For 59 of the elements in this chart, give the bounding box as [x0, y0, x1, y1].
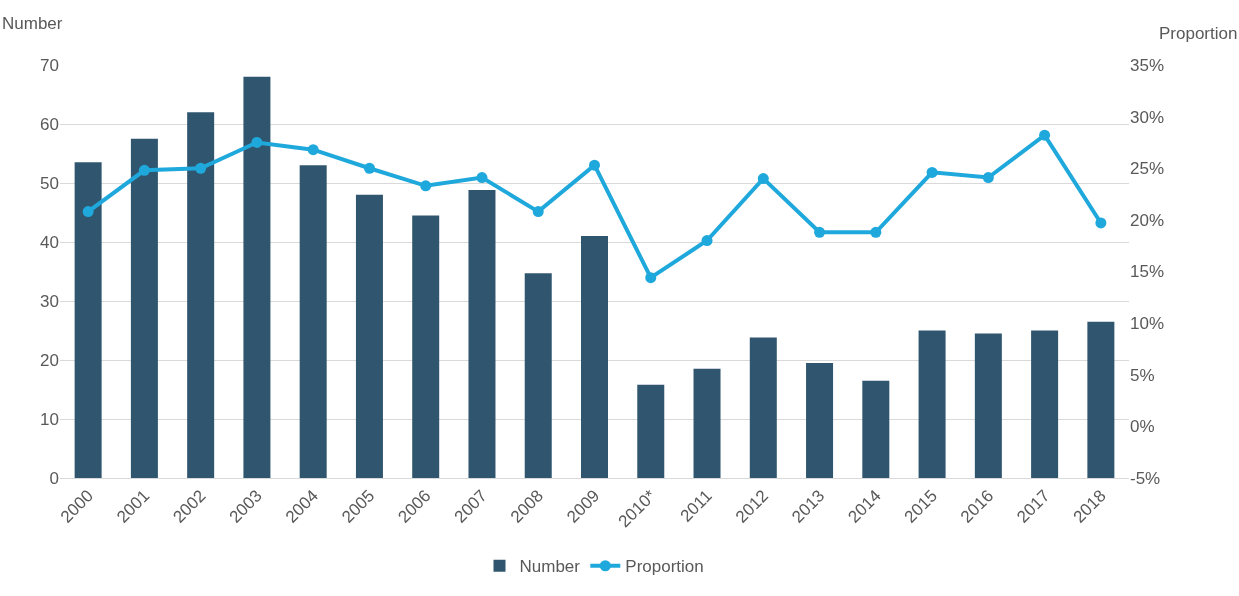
bar: [749, 337, 777, 478]
y2-tick-label: 5%: [1130, 365, 1155, 385]
bar: [412, 215, 440, 478]
y-tick-label: 60: [40, 114, 59, 134]
y-tick-label: 10: [40, 409, 59, 429]
point: [138, 164, 150, 176]
bar: [918, 330, 946, 478]
bar: [130, 138, 158, 478]
bar: [806, 362, 834, 478]
bar: [974, 333, 1002, 478]
y2-tick-label: 30%: [1130, 107, 1165, 127]
y-axis-title: Number: [2, 14, 63, 33]
point: [757, 173, 769, 185]
y-tick-label: 40: [40, 232, 59, 252]
point: [251, 136, 263, 148]
point: [701, 235, 713, 247]
point: [420, 180, 432, 192]
point: [307, 144, 319, 156]
y-tick-label: 20: [40, 350, 59, 370]
y2-tick-label: 15%: [1130, 262, 1165, 282]
y-tick-label: 50: [40, 173, 59, 193]
point: [476, 172, 488, 184]
y-tick-label: 30: [40, 291, 59, 311]
bar: [74, 162, 102, 478]
bar: [524, 273, 552, 478]
point: [589, 159, 600, 171]
point: [363, 162, 375, 174]
bar: [862, 380, 890, 478]
y2-tick-label: 10%: [1130, 314, 1165, 334]
point: [982, 172, 994, 184]
bar: [299, 165, 327, 478]
bar: [1087, 321, 1115, 478]
y2-tick-label: 35%: [1130, 55, 1165, 75]
y2-tick-label: 0%: [1130, 417, 1155, 437]
point: [870, 226, 882, 238]
bar: [637, 384, 665, 478]
bar: [581, 236, 608, 478]
legend-label: Proportion: [625, 557, 704, 577]
y2-tick-label: 20%: [1130, 210, 1165, 230]
point: [1039, 129, 1051, 141]
bar: [1031, 330, 1059, 478]
bar: [355, 194, 383, 478]
point: [926, 166, 938, 178]
bar: [468, 190, 496, 478]
bar: [187, 112, 215, 478]
point: [1095, 217, 1107, 229]
y2-axis-title: Proportion: [1159, 24, 1238, 43]
y2-tick-label: 25%: [1130, 159, 1165, 179]
point: [645, 272, 657, 284]
y-tick-label: 70: [40, 55, 59, 75]
y-tick-label: 0: [49, 468, 59, 488]
point: [532, 206, 544, 218]
point: [82, 206, 94, 218]
bar: [693, 368, 721, 478]
y2-tick-label: -5%: [1130, 468, 1161, 488]
point: [195, 162, 207, 174]
bar: [243, 76, 271, 478]
legend-label: Number: [519, 557, 581, 577]
point: [814, 226, 826, 238]
